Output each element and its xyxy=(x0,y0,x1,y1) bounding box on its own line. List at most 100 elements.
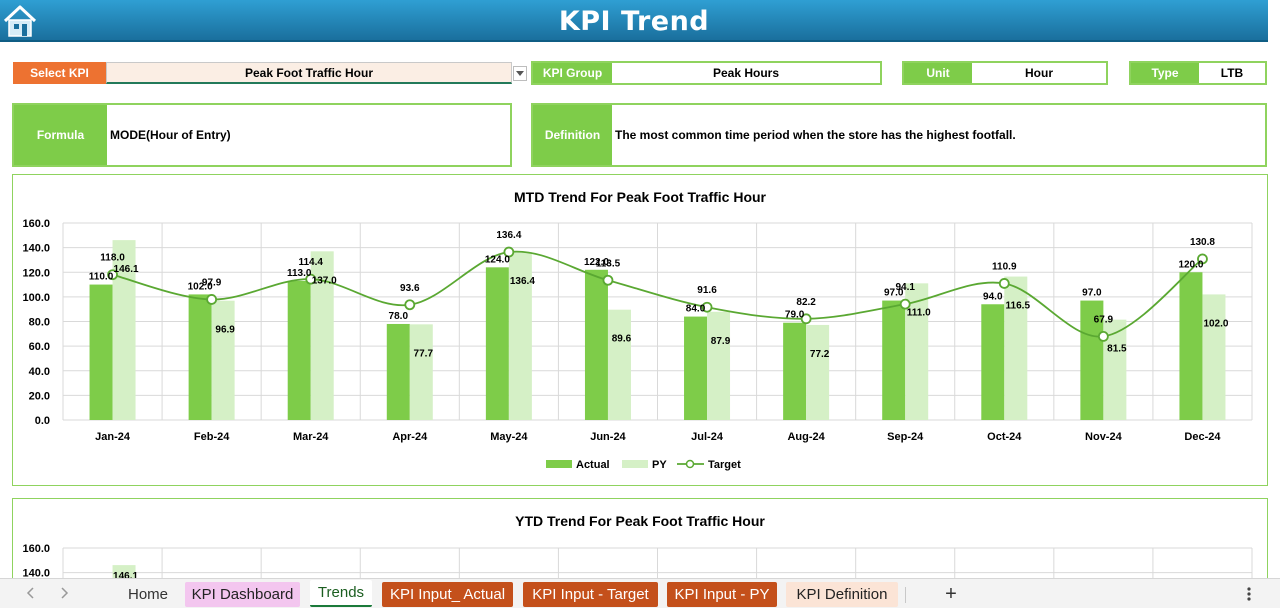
formula-label: Formula xyxy=(14,105,107,165)
tab-kpi-input-actual[interactable]: KPI Input_ Actual xyxy=(382,582,513,607)
x-tick-label: May-24 xyxy=(490,431,528,443)
bar-actual xyxy=(684,316,708,420)
legend-label-target: Target xyxy=(708,459,741,471)
bar-actual xyxy=(89,284,113,420)
data-label-py: 102.0 xyxy=(1203,318,1228,329)
bar-actual xyxy=(584,269,608,420)
type-box xyxy=(1129,61,1267,85)
data-label-py: 146.1 xyxy=(113,571,138,578)
x-tick-label: Mar-24 xyxy=(293,431,329,443)
target-marker xyxy=(305,273,317,285)
bar-actual xyxy=(981,304,1005,420)
data-label-py: 87.9 xyxy=(711,336,731,347)
y-tick-label: 160.0 xyxy=(22,543,50,555)
tab-kpi-dashboard[interactable]: KPI Dashboard xyxy=(185,582,300,607)
data-label-target: 114.4 xyxy=(298,257,323,268)
x-tick-label: Oct-24 xyxy=(987,431,1022,443)
bar-py xyxy=(806,324,830,420)
target-marker xyxy=(206,294,218,305)
bar-py xyxy=(1202,294,1226,420)
x-tick-label: Feb-24 xyxy=(194,431,230,443)
bar-actual xyxy=(1179,272,1203,420)
target-marker xyxy=(107,269,118,281)
data-label-actual: 120.0 xyxy=(1178,259,1203,270)
bar-actual xyxy=(485,267,509,420)
data-label-py: 136.4 xyxy=(510,276,535,287)
y-tick-label: 100.0 xyxy=(22,292,50,304)
target-marker xyxy=(998,278,1010,289)
data-label-py: 137.0 xyxy=(312,275,337,286)
bar-py xyxy=(112,240,136,420)
data-label-actual: 79.0 xyxy=(785,310,805,321)
data-label-py: 77.7 xyxy=(414,348,434,359)
data-label-target: 94.1 xyxy=(895,282,915,293)
bar-py xyxy=(508,252,532,420)
x-tick-label: Jun-24 xyxy=(590,431,626,443)
data-label-target: 93.6 xyxy=(400,283,420,294)
legend-label-py: PY xyxy=(652,459,667,471)
formula-box xyxy=(12,103,512,167)
add-sheet-button[interactable]: + xyxy=(945,583,957,605)
target-marker xyxy=(701,301,713,313)
data-label-actual: 78.0 xyxy=(389,311,409,322)
y-tick-label: 120.0 xyxy=(22,267,50,279)
target-marker xyxy=(1097,330,1109,342)
kpi-select-field[interactable]: Peak Foot Traffic Hour xyxy=(106,62,512,84)
legend-swatch-actual xyxy=(546,460,572,468)
bar-py xyxy=(707,311,731,420)
legend-label-actual: Actual xyxy=(576,459,610,471)
x-tick-label: Nov-24 xyxy=(1085,431,1123,443)
data-label-actual: 102.0 xyxy=(188,281,213,292)
bar-py xyxy=(905,283,929,420)
kpi-group-box xyxy=(531,61,882,85)
tab-kpi-input-py[interactable]: KPI Input - PY xyxy=(667,582,777,607)
definition-box xyxy=(531,103,1267,167)
more-options-icon[interactable] xyxy=(1244,584,1254,604)
bar-py xyxy=(607,309,631,420)
chevron-down-icon xyxy=(516,70,524,76)
home-icon[interactable] xyxy=(2,3,38,39)
bar-actual xyxy=(287,280,311,420)
data-label-actual: 124.0 xyxy=(485,254,510,265)
tab-trends[interactable]: Trends xyxy=(310,580,372,607)
chevron-right-icon[interactable] xyxy=(57,586,71,600)
y-tick-label: 160.0 xyxy=(22,218,50,230)
bar-py xyxy=(310,251,334,420)
y-tick-label: 80.0 xyxy=(29,317,50,329)
data-label-target: 118.0 xyxy=(100,253,125,264)
data-label-target: 97.9 xyxy=(202,277,222,288)
data-label-actual: 122.0 xyxy=(584,257,609,268)
target-marker xyxy=(1197,253,1208,265)
data-label-target: 82.2 xyxy=(796,297,816,308)
data-label-target: 113.5 xyxy=(596,258,621,269)
formula-value: MODE(Hour of Entry) xyxy=(107,105,510,165)
data-label-py: 96.9 xyxy=(215,325,235,336)
y-tick-label: 0.0 xyxy=(35,415,50,427)
data-label-py: 146.1 xyxy=(114,264,139,275)
legend-swatch-py xyxy=(622,460,648,468)
tab-kpi-definition[interactable]: KPI Definition xyxy=(786,582,898,607)
tab-kpi-input-target[interactable]: KPI Input - Target xyxy=(523,582,658,607)
bar-py xyxy=(409,324,433,420)
ytd-chart-title: YTD Trend For Peak Foot Traffic Hour xyxy=(515,513,765,529)
mtd-chart: 0.0 20.0 40.0 60.0 80.0 100.0 120.0 140.0 160.0 J… xyxy=(22,218,1253,471)
data-label-actual: 110.0 xyxy=(89,272,114,283)
bar-py xyxy=(1103,319,1127,420)
definition-value: The most common time period when the sto… xyxy=(612,105,1265,165)
bar-actual xyxy=(1080,300,1104,420)
unit-box xyxy=(902,61,1108,85)
x-tick-label: Sep-24 xyxy=(887,431,924,443)
bar-actual xyxy=(783,322,807,420)
y-tick-label: 140.0 xyxy=(22,243,50,255)
data-label-actual: 97.0 xyxy=(1082,288,1102,299)
tab-home[interactable]: Home xyxy=(127,586,168,603)
bar-py xyxy=(112,565,136,578)
chevron-left-icon[interactable] xyxy=(24,586,38,600)
y-tick-label: 20.0 xyxy=(29,390,50,402)
data-label-actual: 97.0 xyxy=(884,288,904,299)
bar-py xyxy=(1004,276,1028,420)
target-marker xyxy=(800,313,812,325)
kpi-dropdown-button[interactable] xyxy=(513,66,527,81)
data-label-actual: 113.0 xyxy=(287,268,312,279)
x-tick-label: Jul-24 xyxy=(691,431,724,443)
